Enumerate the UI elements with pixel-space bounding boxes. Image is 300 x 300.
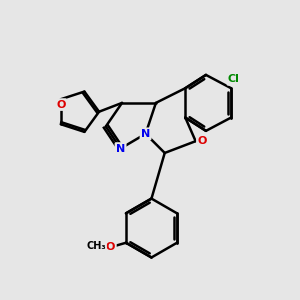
Text: Cl: Cl	[228, 74, 240, 84]
Text: O: O	[197, 136, 207, 146]
Text: N: N	[141, 129, 150, 139]
Text: O: O	[106, 242, 115, 252]
Text: CH₃: CH₃	[87, 241, 106, 251]
Text: N: N	[116, 143, 125, 154]
Text: O: O	[56, 100, 65, 110]
